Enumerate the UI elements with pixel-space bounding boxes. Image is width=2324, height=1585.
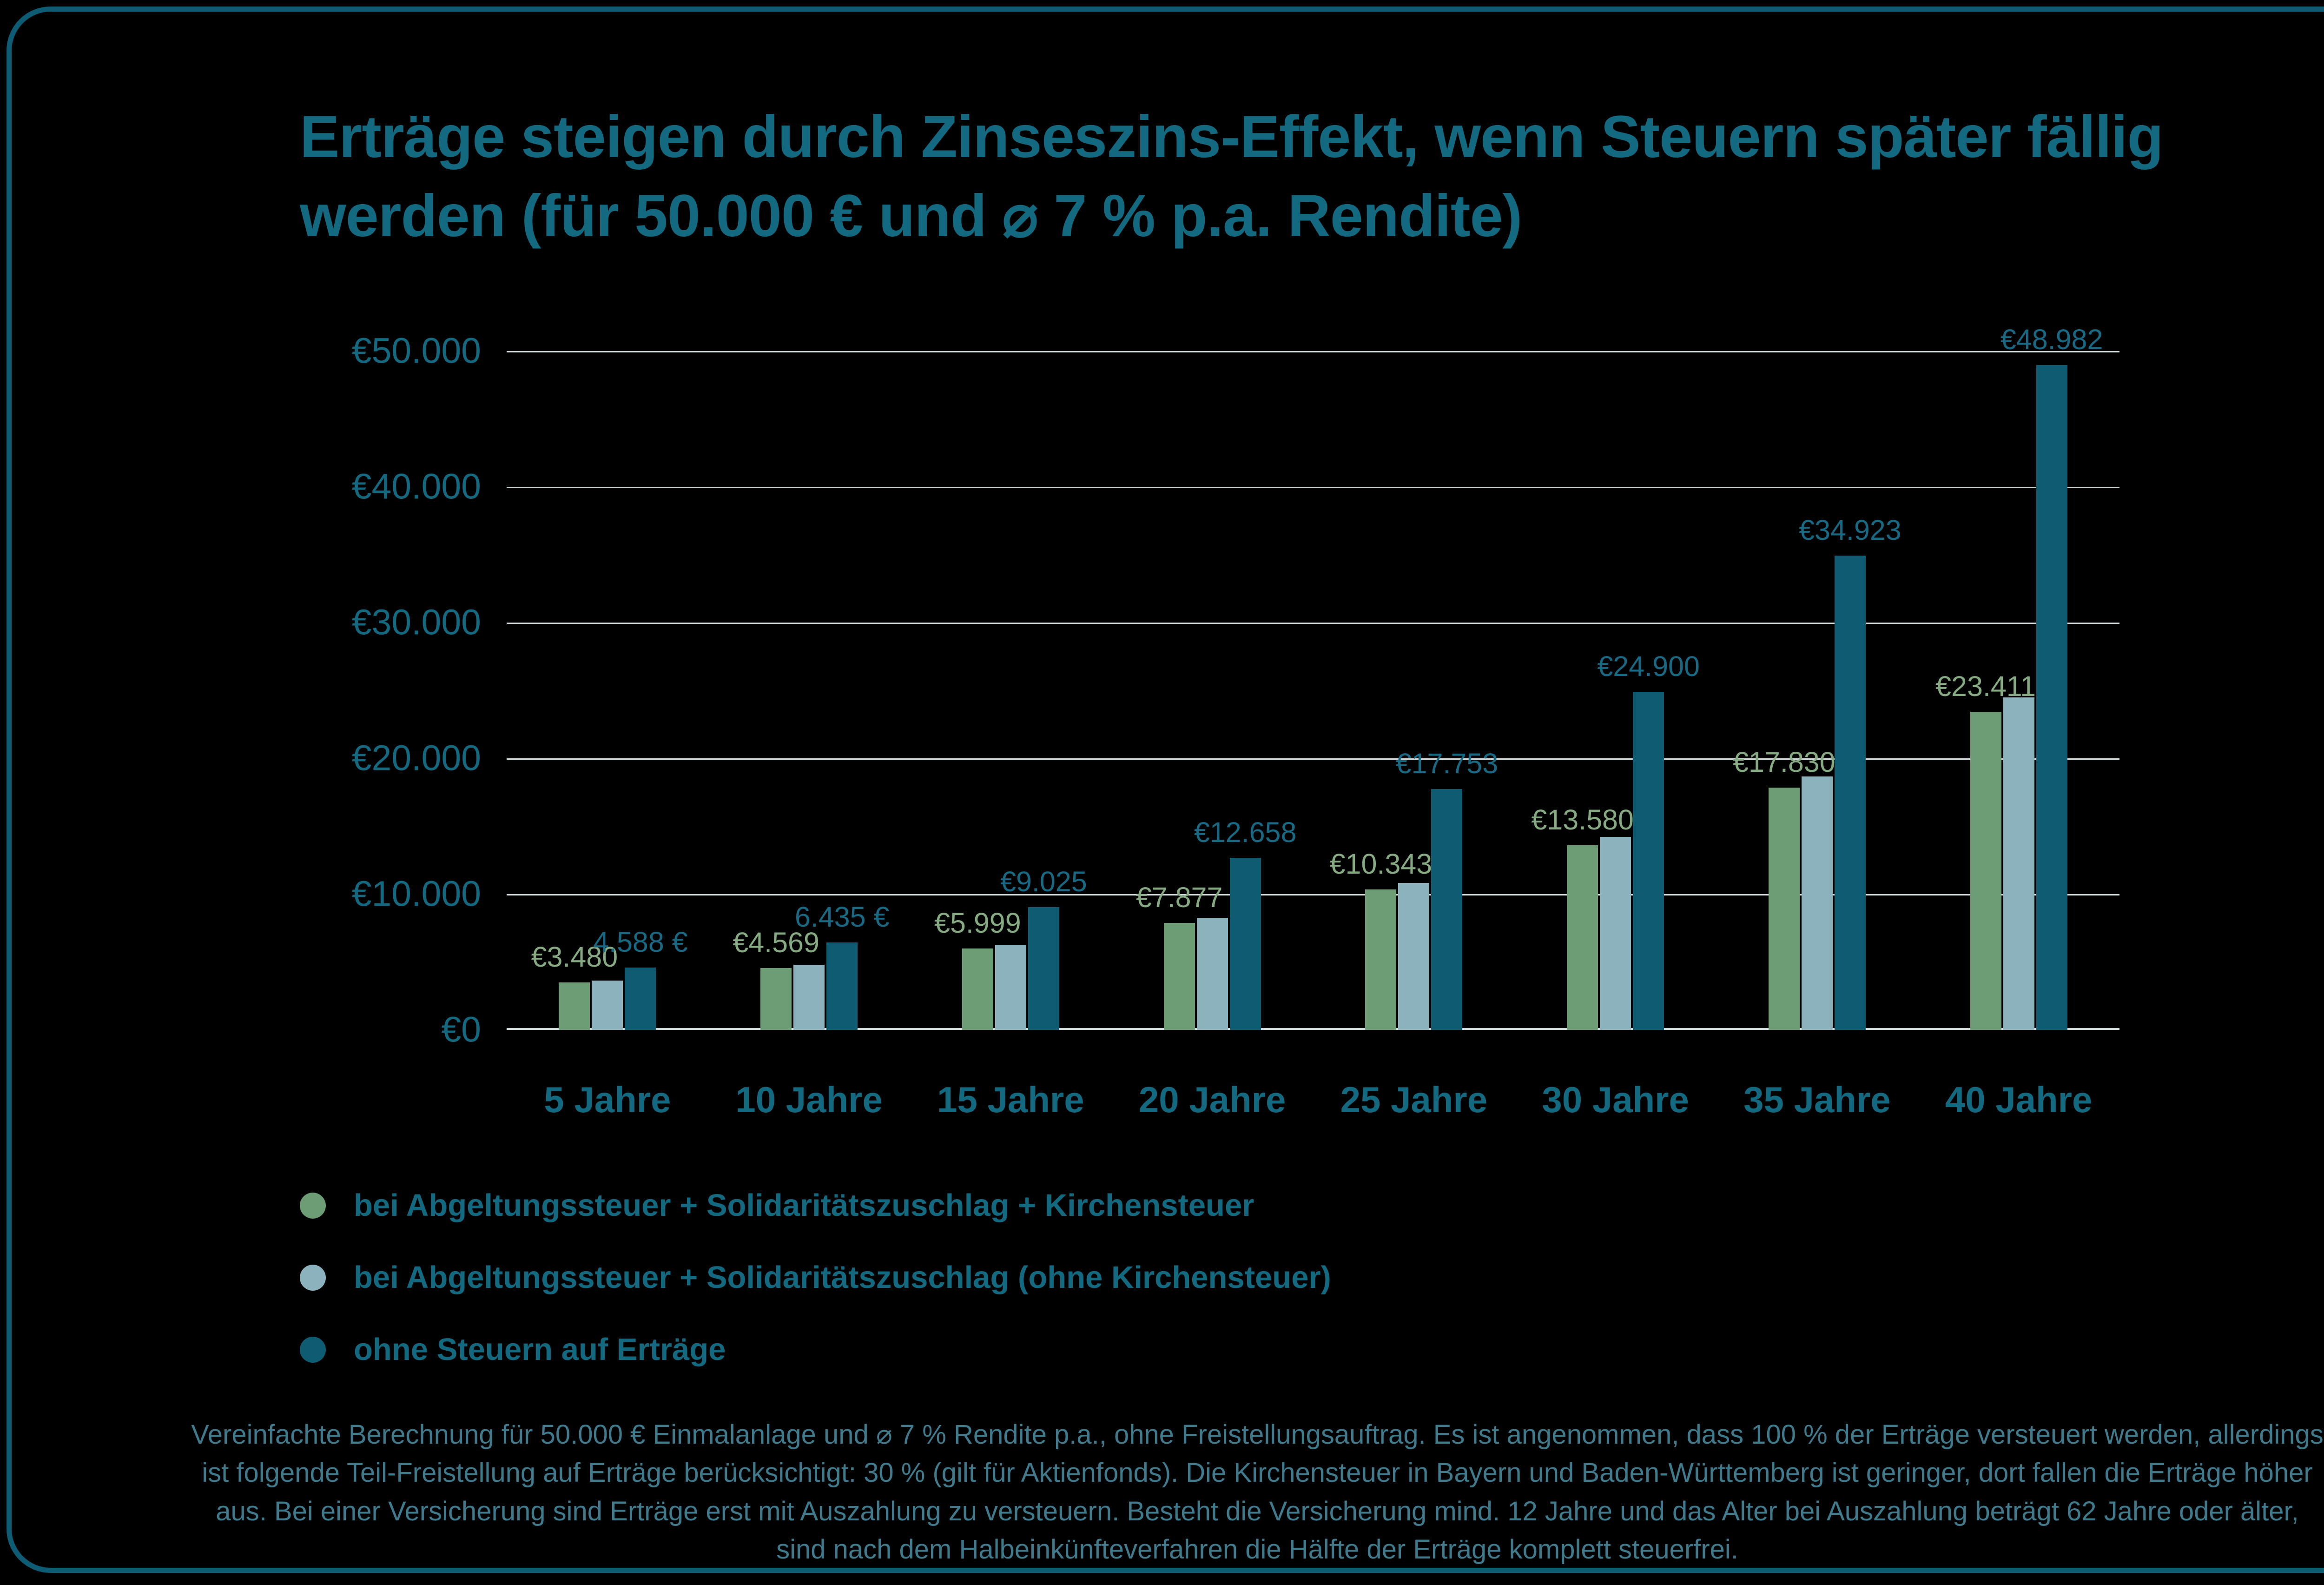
bar-value-label: €3.480 bbox=[531, 941, 618, 973]
bar-series-2[interactable] bbox=[1196, 918, 1228, 1030]
bar-value-label: €34.923 bbox=[1799, 514, 1901, 546]
y-axis-tick-label: €30.000 bbox=[351, 602, 481, 643]
bar-series-1[interactable]: €7.877 bbox=[1136, 883, 1222, 1030]
bar-series-1[interactable]: €17.830 bbox=[1733, 748, 1835, 1030]
chart-title: Erträge steigen durch Zinseszins-Effekt,… bbox=[300, 104, 2164, 250]
bar-series-3[interactable]: €12.658 bbox=[1194, 818, 1296, 1030]
bar-series-1[interactable]: €3.480 bbox=[531, 943, 618, 1030]
bar-series-1[interactable]: €10.343 bbox=[1330, 850, 1432, 1030]
bar-value-label: €24.900 bbox=[1597, 650, 1700, 682]
bar-series-2[interactable] bbox=[995, 944, 1026, 1030]
x-axis-tick-label: 35 Jahre bbox=[1743, 1079, 1891, 1120]
bar-groups: €3.480 4.588 € €4.569 6.435 € €5.999 €9.025 €7… bbox=[507, 325, 2119, 1030]
bar-series-2[interactable] bbox=[1801, 776, 1833, 1030]
chart-plot-area: €50.000 €40.000 €30.000 €20.000 €10.000 €0 €3… bbox=[12, 325, 2324, 1076]
bar-value-label: €5.999 bbox=[934, 907, 1021, 939]
bar-series-3[interactable]: €34.923 bbox=[1799, 516, 1901, 1030]
x-axis-tick-label: 5 Jahre bbox=[544, 1079, 671, 1120]
bar-value-label: €9.025 bbox=[1000, 866, 1087, 898]
bar-series-3[interactable]: 6.435 € bbox=[795, 903, 889, 1030]
bar-value-label: €4.569 bbox=[733, 926, 819, 958]
bar-value-label: €13.580 bbox=[1531, 804, 1634, 836]
bar-group: €4.569 6.435 € bbox=[708, 351, 910, 1030]
x-axis-tick-label: 10 Jahre bbox=[735, 1079, 883, 1120]
y-axis-tick-label: €40.000 bbox=[351, 466, 481, 507]
bar-group: €10.343 €17.753 bbox=[1313, 351, 1515, 1030]
x-axis-tick-label: 15 Jahre bbox=[937, 1079, 1084, 1120]
chart-footnote: Vereinfachte Berechnung für 50.000 € Ein… bbox=[191, 1419, 2324, 1565]
y-axis-tick-label: €0 bbox=[441, 1009, 481, 1050]
bar-value-label: 6.435 € bbox=[794, 901, 890, 933]
bar-series-2[interactable] bbox=[2003, 697, 2034, 1030]
legend-item-label: ohne Steuern auf Erträge bbox=[354, 1332, 726, 1367]
x-axis-tick-label: 20 Jahre bbox=[1138, 1079, 1286, 1120]
legend-swatch-icon bbox=[300, 1336, 326, 1363]
x-axis-tick-label: 40 Jahre bbox=[1945, 1079, 2093, 1120]
x-axis-tick-label: 25 Jahre bbox=[1340, 1079, 1488, 1120]
legend-swatch-icon bbox=[300, 1192, 326, 1219]
bar-group: €23.411 €48.982 bbox=[1918, 325, 2119, 1030]
y-axis-labels: €50.000 €40.000 €30.000 €20.000 €10.000 €0 bbox=[281, 331, 481, 1050]
bar-value-label: 4.588 € bbox=[593, 926, 688, 958]
legend-item[interactable]: bei Abgeltungssteuer + Solidaritätszusch… bbox=[300, 1241, 1973, 1313]
plot-canvas: €3.480 4.588 € €4.569 6.435 € €5.999 €9.025 €7… bbox=[507, 325, 2119, 1030]
bar-series-3[interactable]: €17.753 bbox=[1396, 749, 1498, 1030]
gridline bbox=[507, 351, 2119, 352]
bar-group: €13.580 €24.900 bbox=[1515, 351, 1717, 1030]
legend-item-label: bei Abgeltungssteuer + Solidaritätszusch… bbox=[354, 1260, 1331, 1295]
bar-group: €3.480 4.588 € bbox=[507, 351, 708, 1030]
bar-group: €17.830 €34.923 bbox=[1717, 351, 1918, 1030]
bar-series-1[interactable]: €23.411 bbox=[1935, 672, 2036, 1030]
bar-value-label: €7.877 bbox=[1136, 882, 1223, 913]
gridline bbox=[507, 894, 2119, 895]
y-axis-tick-label: €10.000 bbox=[351, 874, 481, 914]
bar-series-2[interactable] bbox=[1600, 837, 1631, 1030]
gridline bbox=[507, 487, 2119, 488]
bar-series-3[interactable]: 4.588 € bbox=[593, 928, 688, 1030]
bar-value-label: €48.982 bbox=[2000, 323, 2103, 355]
x-axis-labels: 5 Jahre 10 Jahre 15 Jahre 20 Jahre 25 Jahre 3… bbox=[507, 1079, 2119, 1121]
bar-value-label: €17.753 bbox=[1395, 747, 1499, 779]
chart-legend: bei Abgeltungssteuer + Solidaritätszusch… bbox=[300, 1169, 1973, 1386]
bar-value-label: €12.658 bbox=[1194, 816, 1297, 849]
gridline bbox=[507, 623, 2119, 624]
bar-value-label: €17.830 bbox=[1733, 746, 1835, 778]
bar-value-label: €10.343 bbox=[1329, 848, 1433, 880]
legend-item[interactable]: ohne Steuern auf Erträge bbox=[300, 1313, 1973, 1386]
y-axis-tick-label: €50.000 bbox=[351, 331, 481, 371]
x-axis-tick-label: 30 Jahre bbox=[1542, 1079, 1689, 1120]
bar-group: €7.877 €12.658 bbox=[1111, 351, 1313, 1030]
bar-series-3[interactable]: €9.025 bbox=[1000, 868, 1087, 1030]
bar-series-3[interactable]: €24.900 bbox=[1597, 652, 1700, 1030]
bar-series-1[interactable]: €4.569 bbox=[733, 928, 819, 1030]
bar-value-label: €23.411 bbox=[1935, 670, 2036, 703]
bar-series-2[interactable] bbox=[793, 965, 825, 1030]
y-axis-tick-label: €20.000 bbox=[351, 738, 481, 778]
legend-swatch-icon bbox=[300, 1264, 326, 1291]
gridline bbox=[507, 758, 2119, 760]
x-axis-line bbox=[507, 1028, 2119, 1030]
chart-card: Erträge steigen durch Zinseszins-Effekt,… bbox=[7, 7, 2324, 1573]
bar-series-3[interactable]: €48.982 bbox=[2000, 325, 2103, 1030]
legend-item[interactable]: bei Abgeltungssteuer + Solidaritätszusch… bbox=[300, 1169, 1973, 1241]
bar-group: €5.999 €9.025 bbox=[910, 351, 1112, 1030]
bar-series-2[interactable] bbox=[1398, 883, 1430, 1030]
bar-series-1[interactable]: €5.999 bbox=[934, 909, 1021, 1030]
bar-series-1[interactable]: €13.580 bbox=[1531, 806, 1634, 1030]
bar-series-2[interactable] bbox=[592, 980, 623, 1030]
legend-item-label: bei Abgeltungssteuer + Solidaritätszusch… bbox=[354, 1188, 1254, 1223]
